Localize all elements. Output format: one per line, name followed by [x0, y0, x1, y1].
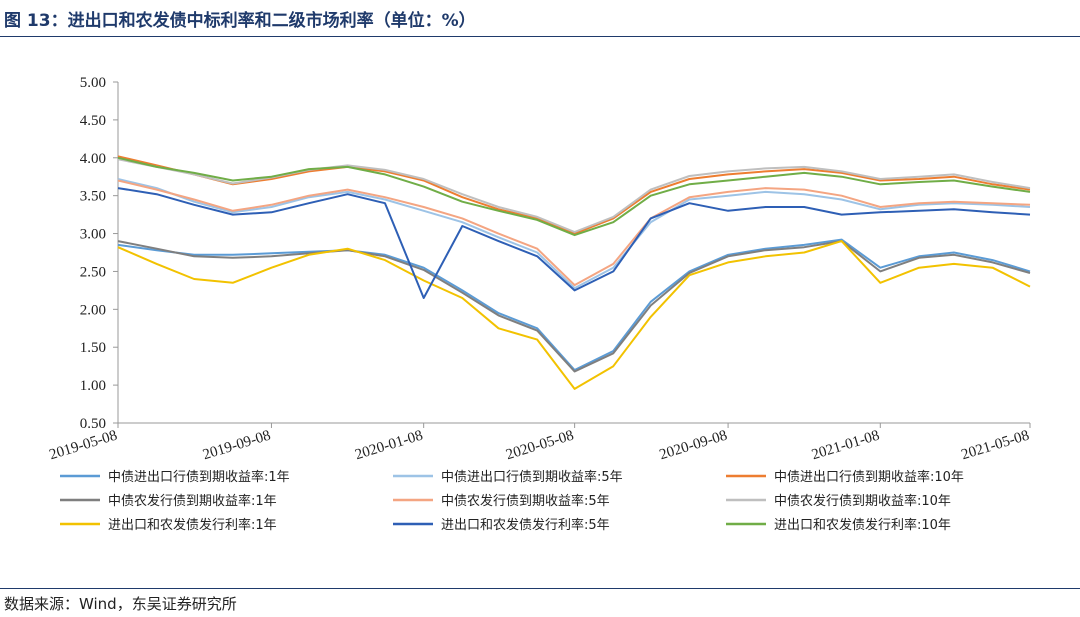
y-tick-label: 1.50	[80, 340, 106, 356]
figure-title: 图 13：进出口和农发债中标利率和二级市场利率（单位：%）	[4, 11, 476, 31]
y-tick-label: 4.00	[80, 151, 106, 167]
title-rule	[0, 36, 1080, 37]
x-tick-label: 2021-01-08	[810, 428, 882, 464]
legend-label: 中债农发行债到期收益率:5年	[441, 493, 610, 509]
x-tick-label: 2020-01-08	[353, 428, 425, 464]
y-tick-label: 0.50	[80, 416, 106, 432]
x-tick-label: 2019-05-08	[48, 428, 120, 464]
x-tick-label: 2021-05-08	[960, 428, 1032, 464]
legend-label: 中债进出口行债到期收益率:5年	[441, 469, 623, 485]
x-tick-label: 2019-09-08	[201, 428, 273, 464]
legend-label: 进出口和农发债发行利率:10年	[774, 517, 951, 533]
series-line	[117, 187, 1031, 299]
legend-label: 中债农发行债到期收益率:1年	[108, 493, 277, 509]
line-chart: 0.50 1.00 1.50 2.00 2.50 3.00 3.50 4.00 4.50 5.00…	[48, 75, 1032, 533]
y-tick-label: 2.50	[80, 264, 106, 280]
y-tick-label: 1.00	[80, 378, 106, 394]
series-line	[117, 179, 1031, 287]
x-axis: 2019-05-08 2019-09-08 2020-01-08 2020-05-08…	[48, 422, 1032, 464]
y-tick-label: 3.00	[80, 227, 106, 243]
plot-lines	[117, 155, 1031, 390]
x-tick-label: 2020-05-08	[504, 428, 576, 464]
y-axis: 0.50 1.00 1.50 2.00 2.50 3.00 3.50 4.00 4.50 5.00	[80, 75, 119, 432]
legend-label: 中债进出口行债到期收益率:10年	[774, 469, 964, 485]
y-tick-label: 3.50	[80, 189, 106, 205]
y-tick-label: 4.50	[80, 113, 106, 129]
series-line	[117, 178, 1031, 290]
y-tick-label: 5.00	[80, 75, 106, 91]
x-tick-label: 2020-09-08	[658, 428, 730, 464]
legend: 中债进出口行债到期收益率:1年 中债进出口行债到期收益率:5年 中债进出口行债到期收…	[60, 469, 964, 533]
source-rule	[0, 588, 1080, 589]
series-line	[117, 238, 1031, 371]
y-tick-label: 2.00	[80, 302, 106, 318]
legend-label: 中债进出口行债到期收益率:1年	[108, 469, 290, 485]
series-line	[117, 156, 1031, 237]
legend-label: 进出口和农发债发行利率:5年	[441, 517, 610, 533]
data-source: 数据来源：Wind，东吴证券研究所	[4, 595, 237, 613]
series-line	[117, 155, 1031, 235]
series-line	[117, 240, 1031, 373]
series-line	[117, 158, 1031, 233]
legend-label: 中债农发行债到期收益率:10年	[774, 493, 951, 509]
legend-label: 进出口和农发债发行利率:1年	[108, 517, 277, 533]
series-line	[117, 240, 1031, 390]
